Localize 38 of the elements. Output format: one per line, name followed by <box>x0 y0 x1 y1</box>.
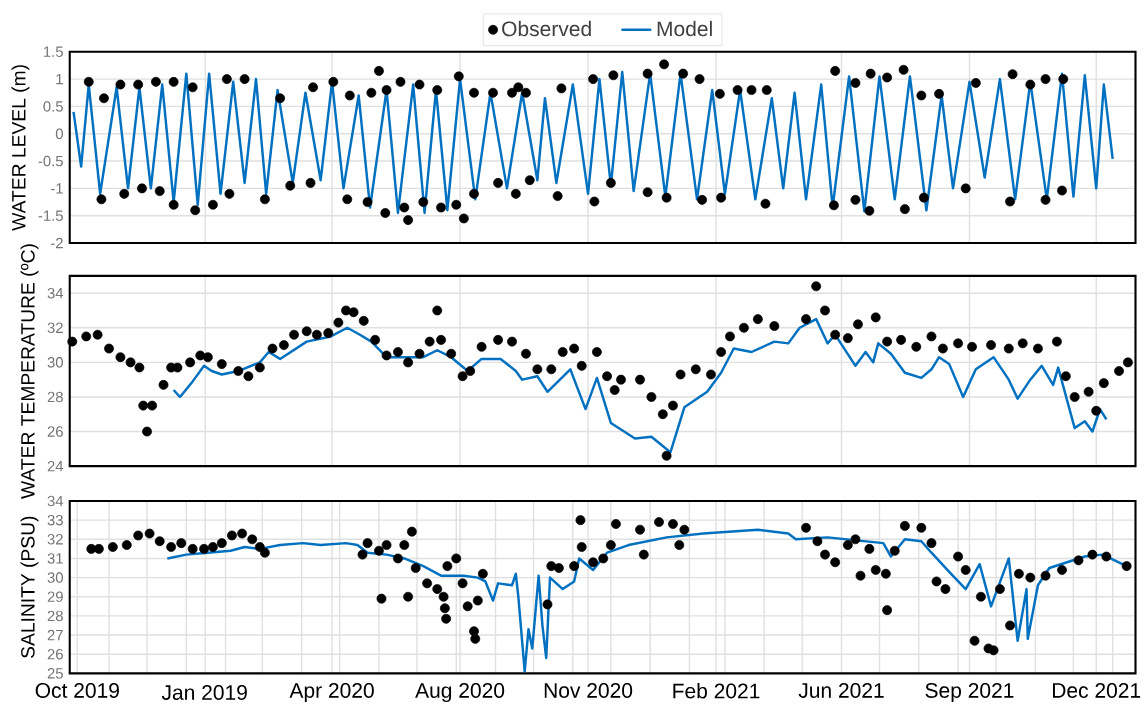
x-tick-label: Jun 2021 <box>798 683 884 698</box>
y-tick-label: 28 <box>47 610 63 622</box>
y-tick-label: 30 <box>47 572 63 583</box>
x-tick-label: Dec 2021 <box>1052 683 1141 698</box>
y-tick-label: -0.5 <box>38 155 63 167</box>
y-tick-label: -1 <box>50 183 63 194</box>
y-tick-label: 34 <box>47 288 64 299</box>
text: Jan 2019 <box>161 685 247 700</box>
x-tick-label: Sep 2021 <box>925 683 1014 703</box>
y-tick-label: 28 <box>47 391 63 403</box>
y-tick-label: 25 <box>47 668 63 679</box>
y-axis-title: WATER LEVEL (m) <box>11 65 30 231</box>
y-tick-label: 26 <box>47 426 63 437</box>
x-tick-label: Nov 2020 <box>544 683 633 698</box>
y-tick-label: 32 <box>47 534 63 545</box>
y-axis-title: SALINITY (PSU) <box>20 516 39 659</box>
y-tick-label: 30 <box>47 357 63 368</box>
x-tick-label: Aug 2020 <box>415 683 505 703</box>
y-tick-label: 24 <box>47 461 64 472</box>
x-tick-label: Feb 2021 <box>673 683 760 699</box>
y-tick-label: -2 <box>50 237 63 249</box>
y-tick-label: 0 <box>55 128 63 140</box>
y-tick-label: 33 <box>47 514 63 526</box>
y-tick-label: 0.5 <box>43 101 63 112</box>
y-tick-label: 27 <box>47 629 63 641</box>
y-tick-label: 1 <box>56 74 63 85</box>
y-tick-label: -1.5 <box>38 210 63 221</box>
y-tick-label: 31 <box>47 553 63 564</box>
legend-label: Model <box>657 20 712 37</box>
y-tick-label: 26 <box>47 648 63 660</box>
y-tick-label: 34 <box>47 495 64 507</box>
x-tick-label: Oct 2019 <box>35 683 119 698</box>
y-tick-label: 29 <box>47 591 63 603</box>
y-axis-title: WATER TEMPERATURE (ºC) <box>20 244 39 499</box>
y-tick-label: 1.5 <box>43 46 63 58</box>
legend-label: Observed <box>502 20 591 37</box>
x-tick-label: Apr 2020 <box>289 683 374 703</box>
y-tick-label: 32 <box>47 322 63 334</box>
